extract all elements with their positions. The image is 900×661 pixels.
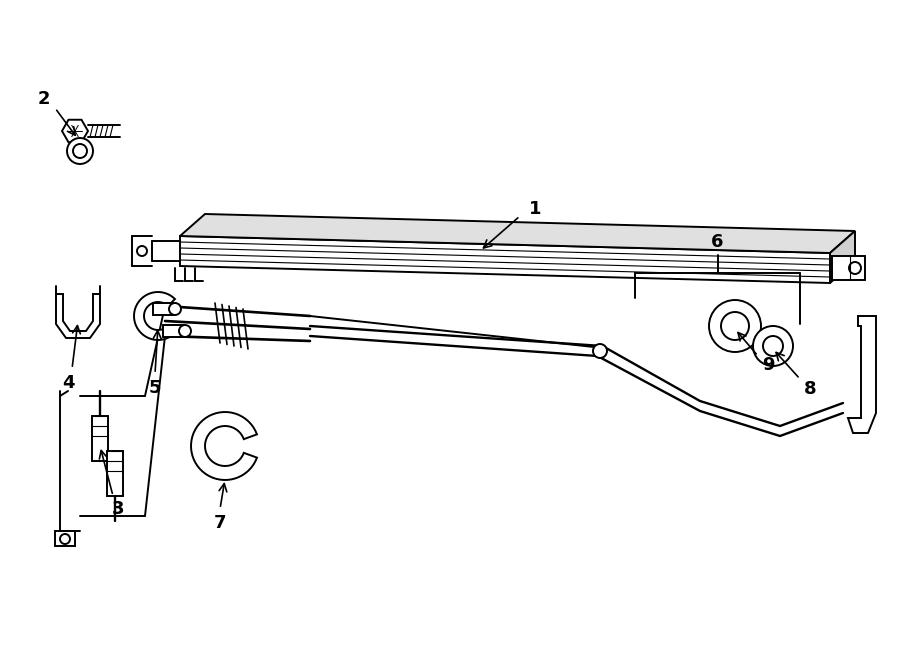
Circle shape — [593, 344, 607, 358]
Polygon shape — [830, 231, 855, 283]
Polygon shape — [832, 256, 865, 280]
Circle shape — [179, 325, 191, 337]
Polygon shape — [134, 292, 175, 340]
Polygon shape — [153, 303, 173, 315]
Text: 9: 9 — [761, 356, 774, 374]
Polygon shape — [180, 236, 830, 283]
Polygon shape — [163, 325, 183, 337]
Polygon shape — [92, 416, 108, 461]
Polygon shape — [56, 294, 100, 338]
Circle shape — [169, 303, 181, 315]
Text: 4: 4 — [62, 374, 74, 392]
Polygon shape — [107, 451, 123, 496]
Text: 5: 5 — [148, 379, 161, 397]
Text: 1: 1 — [529, 200, 541, 218]
Text: 7: 7 — [214, 514, 226, 532]
Polygon shape — [62, 120, 88, 142]
Circle shape — [709, 300, 761, 352]
Polygon shape — [55, 531, 75, 546]
Text: 3: 3 — [112, 500, 124, 518]
Circle shape — [753, 326, 793, 366]
Text: 2: 2 — [38, 90, 50, 108]
Text: 6: 6 — [711, 233, 724, 251]
Polygon shape — [180, 214, 855, 253]
Text: 8: 8 — [804, 380, 816, 398]
Polygon shape — [848, 316, 876, 433]
Circle shape — [67, 138, 93, 164]
Polygon shape — [191, 412, 256, 480]
